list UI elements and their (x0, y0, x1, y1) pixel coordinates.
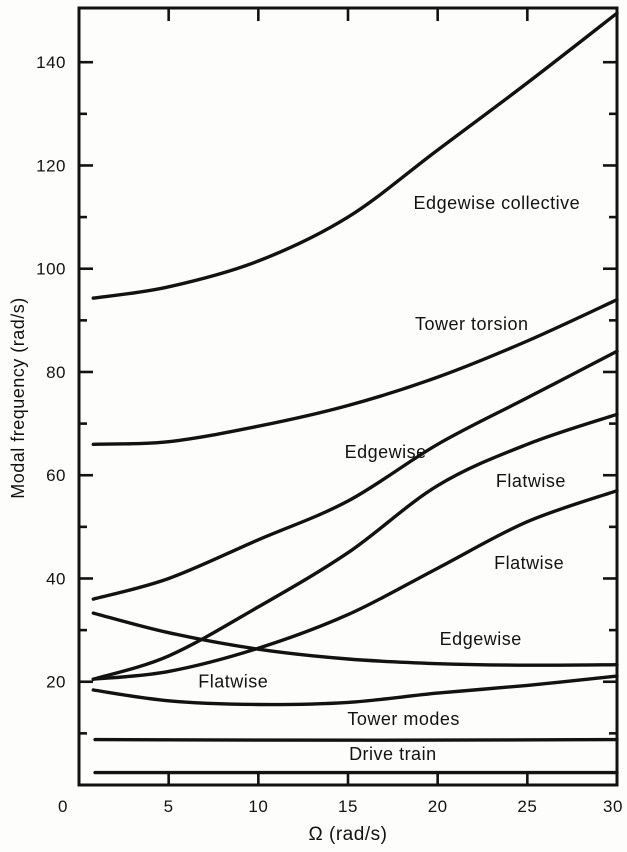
plot-frame (77, 6, 619, 787)
curve-flatwise-upper (91, 412, 619, 681)
x-tick-label-10: 10 (248, 797, 268, 816)
curve-label-edgewise-2: Edgewise (345, 442, 427, 462)
curve-tower-torsion (91, 298, 619, 446)
y-tick-label-100: 100 (36, 260, 66, 279)
curve-label-edgewise-collective-0: Edgewise collective (414, 193, 581, 213)
curve-edgewise-collective (91, 11, 619, 300)
curve-edgewise-rising (91, 349, 619, 601)
curve-label-tower-torsion-1: Tower torsion (415, 314, 529, 334)
curve-label-flatwise-6: Flatwise (198, 672, 268, 692)
curve-label-edgewise-5: Edgewise (440, 629, 522, 649)
x-tick-label-20: 20 (428, 797, 448, 816)
curve-label-tower-modes-7: Tower modes (347, 709, 460, 729)
x-axis-title: Ω (rad/s) (309, 824, 388, 845)
y-tick-label-20: 20 (46, 673, 66, 692)
curve-edgewise-descending (91, 611, 619, 667)
x-tick-label-25: 25 (517, 797, 537, 816)
curve-label-flatwise-3: Flatwise (496, 471, 566, 491)
y-tick-label-120: 120 (36, 156, 66, 175)
curve-flatwise-lower-dipping (91, 674, 619, 707)
x-tick-label-30: 30 (603, 797, 623, 816)
x-tick-label-15: 15 (338, 797, 358, 816)
y-tick-label-60: 60 (46, 466, 66, 485)
curve-label-flatwise-4: Flatwise (494, 553, 564, 573)
curve-flatwise-middle (91, 489, 619, 681)
curve-tower-modes (93, 737, 619, 742)
y-tick-label-140: 140 (36, 53, 66, 72)
y-tick-label-40: 40 (46, 569, 66, 588)
curve-label-drive-train-8: Drive train (349, 744, 437, 764)
x-tick-label-0: 0 (58, 797, 68, 816)
y-axis-title: Modal frequency (rad/s) (8, 297, 28, 499)
y-tick-label-80: 80 (46, 363, 66, 382)
x-tick-label-5: 5 (164, 797, 174, 816)
